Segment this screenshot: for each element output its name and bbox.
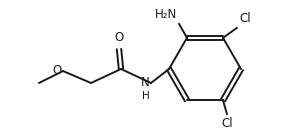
Text: N: N: [141, 76, 150, 89]
Text: O: O: [114, 31, 124, 44]
Text: Cl: Cl: [239, 12, 251, 25]
Text: Cl: Cl: [221, 117, 233, 130]
Text: H: H: [142, 91, 150, 101]
Text: H₂N: H₂N: [155, 8, 177, 21]
Text: O: O: [53, 64, 62, 76]
